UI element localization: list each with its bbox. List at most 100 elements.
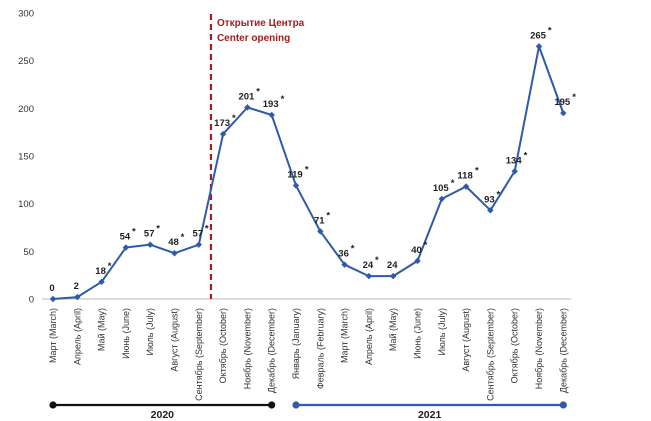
x-tick-label: Июнь (June) bbox=[121, 308, 131, 359]
data-label-asterisk: * bbox=[524, 150, 528, 161]
data-point bbox=[535, 43, 543, 50]
data-point bbox=[98, 278, 105, 286]
data-label: 71 bbox=[314, 215, 325, 226]
data-point bbox=[487, 207, 494, 214]
data-label-asterisk: * bbox=[205, 224, 209, 235]
data-label: 201 bbox=[238, 91, 255, 102]
data-label: 105 bbox=[433, 183, 450, 194]
year-bar-start bbox=[292, 401, 300, 409]
x-tick-label: Декабрь (December) bbox=[267, 308, 277, 393]
data-label-asterisk: * bbox=[326, 210, 330, 221]
data-label: 24 bbox=[387, 260, 398, 271]
x-tick-labels: Март (March) Апрель (April) Май (May) Июнь … bbox=[48, 308, 568, 401]
data-label: 36 bbox=[338, 249, 349, 260]
year-groups: 2020 2021 bbox=[49, 401, 567, 421]
year-bar-end bbox=[559, 401, 567, 409]
data-label: 57 bbox=[144, 229, 155, 240]
data-label: 54 bbox=[120, 232, 131, 243]
data-point bbox=[511, 168, 518, 175]
x-tick-label: Октябрь (October) bbox=[218, 308, 228, 383]
data-label: 18 bbox=[95, 266, 106, 277]
x-tick-label: Июль (July) bbox=[437, 308, 447, 355]
data-point bbox=[74, 293, 81, 301]
data-label-asterisk: * bbox=[156, 224, 160, 235]
y-tick-label: 200 bbox=[18, 104, 34, 115]
data-label: 24 bbox=[363, 260, 374, 271]
year-bar-start bbox=[49, 401, 57, 409]
data-label: 0 bbox=[49, 283, 54, 294]
x-tick-label: Сентябрь (September) bbox=[194, 308, 204, 401]
data-point bbox=[317, 228, 324, 235]
x-tick-label: Декабрь (December) bbox=[558, 308, 568, 393]
x-tick-label: Февраль (February) bbox=[315, 308, 325, 389]
data-label-asterisk: * bbox=[424, 240, 428, 251]
y-tick-label: 50 bbox=[23, 247, 34, 258]
data-label: 193 bbox=[263, 99, 279, 110]
data-point bbox=[560, 109, 567, 117]
data-point bbox=[122, 244, 130, 251]
data-label-asterisk: * bbox=[475, 166, 479, 177]
x-tick-label: Май (May) bbox=[388, 308, 398, 351]
data-point bbox=[147, 241, 154, 248]
x-tick-label: Июль (July) bbox=[145, 308, 155, 355]
data-label: 195 bbox=[554, 97, 571, 108]
x-tick-label: Март (March) bbox=[340, 308, 350, 363]
y-tick-label: 100 bbox=[18, 199, 34, 210]
data-point bbox=[244, 104, 251, 111]
y-tick-label: 250 bbox=[18, 56, 34, 67]
axes: 0 50 100 150 200 250 300 bbox=[18, 9, 572, 306]
x-tick-label: Август (August) bbox=[461, 308, 471, 372]
data-label-asterisk: * bbox=[548, 25, 552, 36]
data-label: 134 bbox=[506, 155, 523, 166]
x-tick-label: Август (August) bbox=[170, 308, 180, 372]
data-label: 119 bbox=[287, 170, 302, 181]
data-label: 118 bbox=[457, 171, 472, 182]
data-point bbox=[195, 241, 202, 248]
data-label: 57 bbox=[193, 229, 204, 240]
x-tick-label: Май (May) bbox=[97, 308, 107, 351]
data-label-asterisk: * bbox=[232, 113, 236, 124]
year-label: 2020 bbox=[151, 409, 175, 421]
data-label-asterisk: * bbox=[305, 165, 309, 176]
data-label-asterisk: * bbox=[256, 86, 260, 97]
data-point bbox=[390, 272, 397, 280]
x-tick-label: Апрель (April) bbox=[72, 308, 82, 365]
y-tick-label: 0 bbox=[29, 295, 34, 306]
x-tick-label: Сентябрь (September) bbox=[485, 308, 495, 401]
year-label: 2021 bbox=[418, 409, 442, 421]
data-point bbox=[462, 183, 470, 190]
annotation-line-1: Открытие Центра bbox=[217, 18, 305, 29]
data-label-asterisk: * bbox=[451, 178, 455, 189]
data-label-asterisk: * bbox=[108, 261, 112, 272]
center-opening-annotation: Открытие Центра Center opening bbox=[209, 14, 305, 299]
data-label: 93 bbox=[484, 194, 495, 205]
data-label-asterisk: * bbox=[497, 189, 501, 200]
data-point bbox=[171, 250, 178, 257]
annotation-line-2: Center opening bbox=[217, 33, 290, 44]
x-tick-label: Январь (January) bbox=[291, 308, 301, 379]
data-label-asterisk: * bbox=[132, 227, 136, 238]
y-tick-label: 150 bbox=[18, 152, 34, 163]
x-tick-label: Ноябрь (November) bbox=[242, 308, 252, 389]
data-label-asterisk: * bbox=[181, 232, 185, 243]
data-label: 2 bbox=[74, 281, 79, 292]
data-point bbox=[219, 130, 227, 138]
data-label-asterisk: * bbox=[281, 94, 285, 105]
data-point bbox=[341, 261, 348, 268]
data-label-asterisk: * bbox=[375, 255, 379, 266]
data-label-asterisk: * bbox=[351, 244, 355, 255]
series-line bbox=[52, 45, 565, 300]
data-point bbox=[365, 272, 373, 280]
data-point bbox=[292, 182, 300, 189]
y-tick-label: 300 bbox=[18, 9, 34, 20]
data-point bbox=[268, 111, 275, 119]
x-tick-label: Октябрь (October) bbox=[510, 308, 520, 383]
x-tick-label: Апрель (April) bbox=[364, 308, 374, 365]
data-point bbox=[414, 257, 421, 265]
data-point bbox=[49, 295, 57, 303]
data-label: 265 bbox=[530, 30, 547, 41]
data-label: 173 bbox=[214, 118, 230, 129]
data-label: 48 bbox=[168, 237, 179, 248]
data-labels: 0 218 *54 * 57 *48 * 57 *173 *201 *193 *119 *71 *36 *2… bbox=[49, 25, 576, 294]
